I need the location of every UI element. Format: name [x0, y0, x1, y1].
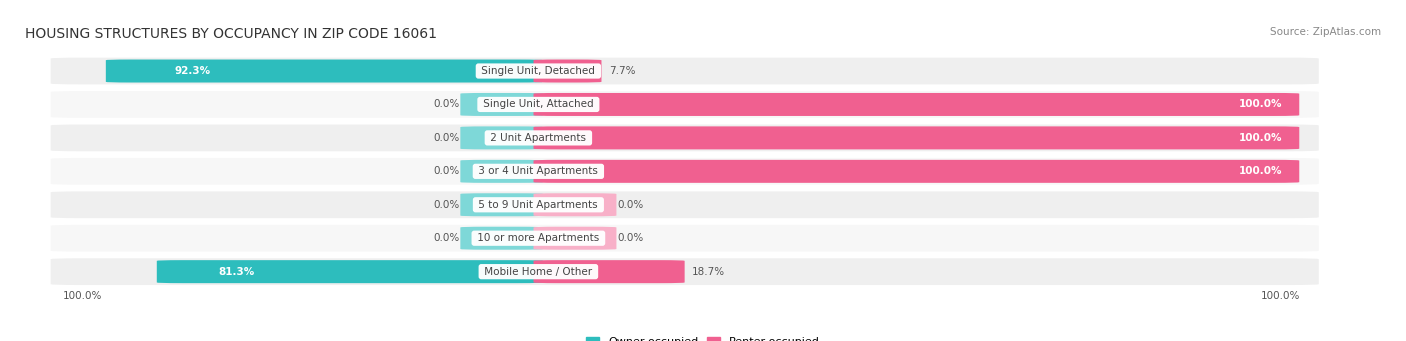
Text: 100.0%: 100.0%: [1239, 166, 1282, 176]
Text: 7.7%: 7.7%: [609, 66, 636, 76]
FancyBboxPatch shape: [460, 160, 543, 183]
FancyBboxPatch shape: [533, 93, 1299, 116]
Legend: Owner-occupied, Renter-occupied: Owner-occupied, Renter-occupied: [581, 332, 825, 341]
Text: 92.3%: 92.3%: [174, 66, 211, 76]
FancyBboxPatch shape: [533, 127, 1299, 149]
FancyBboxPatch shape: [460, 127, 543, 149]
Text: 18.7%: 18.7%: [692, 267, 725, 277]
Text: 0.0%: 0.0%: [433, 200, 460, 210]
FancyBboxPatch shape: [105, 60, 543, 83]
Text: 0.0%: 0.0%: [433, 233, 460, 243]
Text: Single Unit, Detached: Single Unit, Detached: [478, 66, 599, 76]
FancyBboxPatch shape: [533, 193, 616, 216]
Text: 0.0%: 0.0%: [433, 133, 460, 143]
FancyBboxPatch shape: [51, 91, 1319, 118]
FancyBboxPatch shape: [460, 227, 543, 250]
Text: 100.0%: 100.0%: [1239, 100, 1282, 109]
FancyBboxPatch shape: [51, 158, 1319, 185]
FancyBboxPatch shape: [460, 93, 543, 116]
FancyBboxPatch shape: [533, 227, 616, 250]
Text: 100.0%: 100.0%: [1239, 133, 1282, 143]
Text: Single Unit, Attached: Single Unit, Attached: [479, 100, 596, 109]
FancyBboxPatch shape: [460, 193, 543, 216]
Text: Source: ZipAtlas.com: Source: ZipAtlas.com: [1270, 27, 1381, 37]
FancyBboxPatch shape: [533, 160, 1299, 183]
FancyBboxPatch shape: [157, 260, 543, 283]
Text: 0.0%: 0.0%: [433, 100, 460, 109]
Text: 0.0%: 0.0%: [433, 166, 460, 176]
FancyBboxPatch shape: [533, 60, 602, 83]
Text: 81.3%: 81.3%: [218, 267, 254, 277]
FancyBboxPatch shape: [51, 258, 1319, 285]
Text: 100.0%: 100.0%: [63, 291, 103, 301]
FancyBboxPatch shape: [51, 225, 1319, 252]
Text: Mobile Home / Other: Mobile Home / Other: [481, 267, 596, 277]
FancyBboxPatch shape: [51, 124, 1319, 151]
Text: 0.0%: 0.0%: [617, 233, 644, 243]
Text: 3 or 4 Unit Apartments: 3 or 4 Unit Apartments: [475, 166, 602, 176]
FancyBboxPatch shape: [533, 260, 685, 283]
Text: 5 to 9 Unit Apartments: 5 to 9 Unit Apartments: [475, 200, 602, 210]
Text: HOUSING STRUCTURES BY OCCUPANCY IN ZIP CODE 16061: HOUSING STRUCTURES BY OCCUPANCY IN ZIP C…: [25, 27, 437, 41]
FancyBboxPatch shape: [51, 191, 1319, 218]
Text: 0.0%: 0.0%: [617, 200, 644, 210]
Text: 10 or more Apartments: 10 or more Apartments: [474, 233, 603, 243]
FancyBboxPatch shape: [51, 58, 1319, 84]
Text: 100.0%: 100.0%: [1261, 291, 1301, 301]
Text: 2 Unit Apartments: 2 Unit Apartments: [488, 133, 589, 143]
